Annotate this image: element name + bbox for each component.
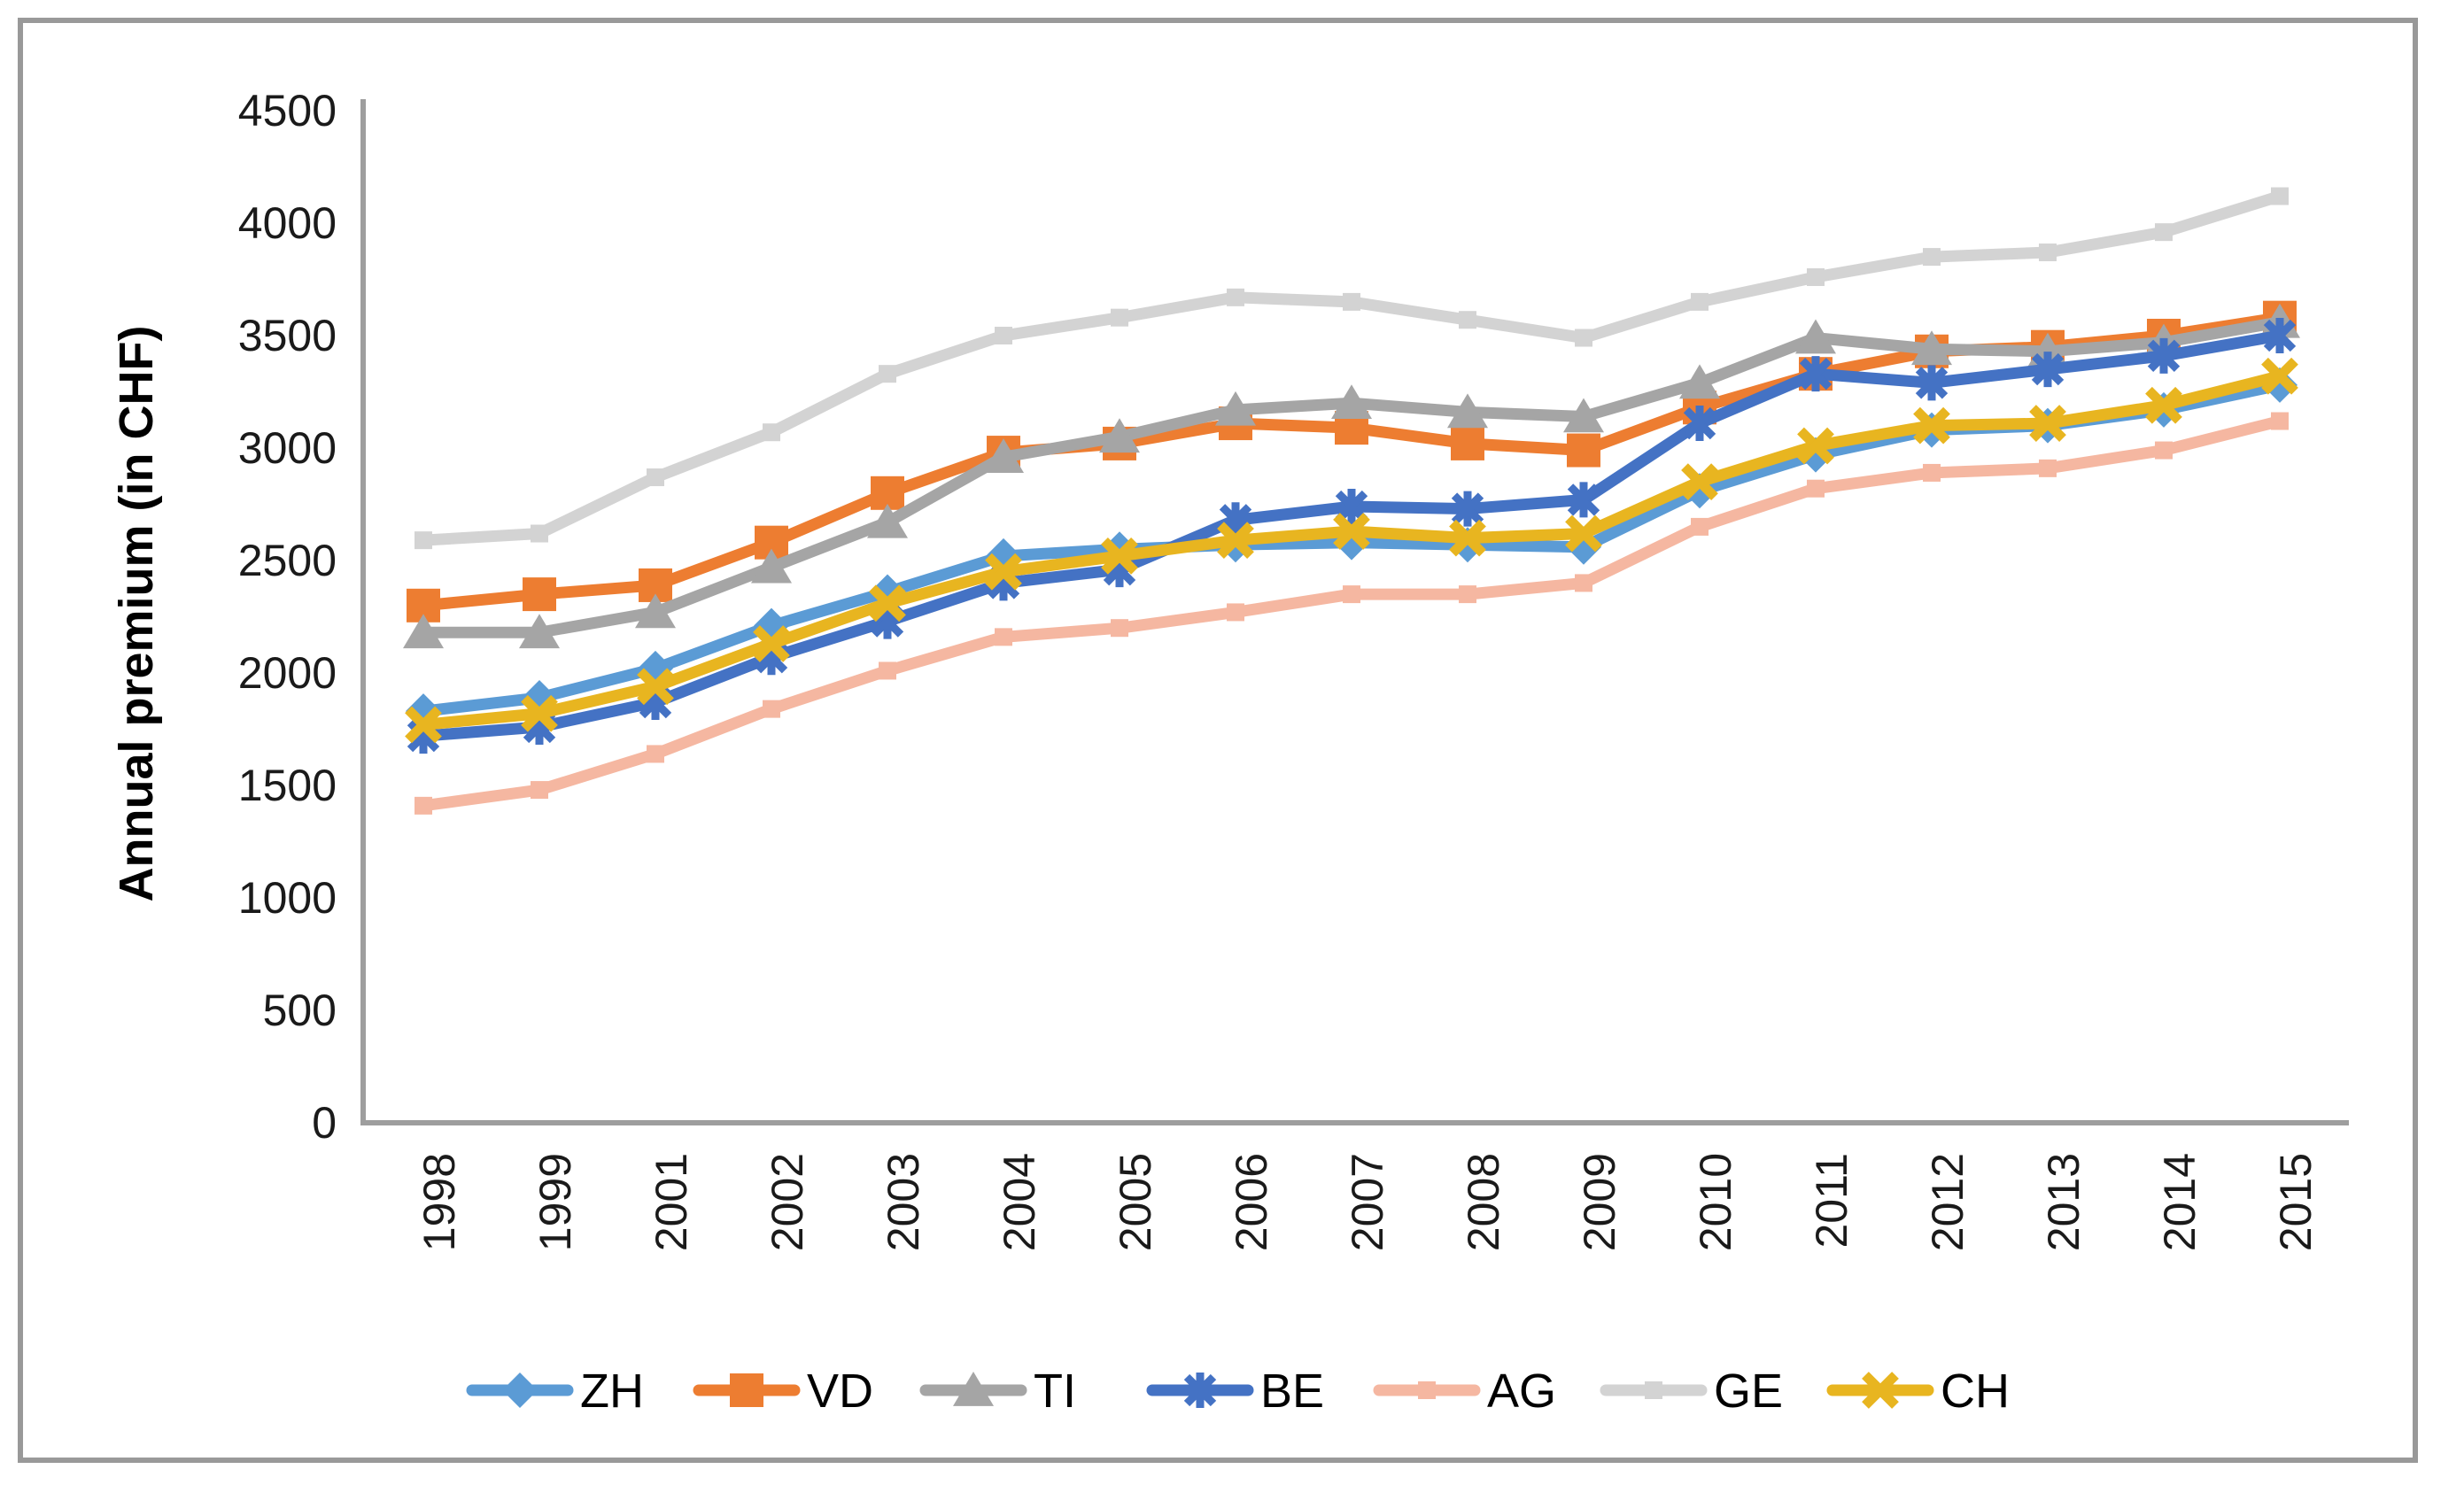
x-tick-label: 2008 xyxy=(1459,1153,1508,1251)
legend-label-GE: GE xyxy=(1714,1365,1783,1418)
legend-item-CH: CH xyxy=(1826,1365,2010,1418)
y-tick-label: 3500 xyxy=(238,311,337,360)
series-lines xyxy=(403,187,2300,815)
x-tick-label: 2009 xyxy=(1575,1153,1624,1251)
x-tick-label: 2013 xyxy=(2039,1153,2088,1251)
y-tick-label: 500 xyxy=(263,986,337,1035)
legend-marker-BE-icon xyxy=(1183,1373,1217,1408)
x-tick-label: 2012 xyxy=(1923,1153,1972,1251)
legend-item-BE: BE xyxy=(1146,1365,1324,1418)
x-tick-label: 2003 xyxy=(879,1153,928,1251)
x-tick-label: 1999 xyxy=(531,1153,580,1251)
y-tick-label: 3000 xyxy=(238,423,337,473)
x-tick-label: 2011 xyxy=(1807,1153,1856,1249)
legend-item-GE: GE xyxy=(1600,1365,1783,1418)
x-axis-tick-labels: 1998 1999 2001 2002 2003 2004 2005 2006 2007 2008… xyxy=(415,1153,2321,1251)
y-tick-label: 4500 xyxy=(238,86,337,135)
axes xyxy=(360,99,2349,1125)
legend-marker-AG-icon xyxy=(1418,1381,1436,1399)
y-tick-label: 2000 xyxy=(238,648,337,698)
x-tick-label: 2005 xyxy=(1111,1153,1160,1251)
series-line-AG xyxy=(417,415,2286,812)
legend-marker-GE-icon xyxy=(1645,1381,1662,1399)
legend-marker-TI-icon xyxy=(953,1372,994,1406)
legend-marker-ZH-icon xyxy=(502,1373,538,1408)
y-axis-title: Annual premium (in CHF) xyxy=(110,326,163,902)
x-tick-label: 2006 xyxy=(1227,1153,1276,1251)
x-tick-label: 2014 xyxy=(2155,1153,2204,1251)
legend-label-BE: BE xyxy=(1260,1365,1324,1418)
legend-marker-CH-icon xyxy=(1862,1372,1899,1409)
legend-item-AG: AG xyxy=(1373,1365,1556,1418)
x-tick-label: 2015 xyxy=(2271,1153,2321,1251)
y-tick-label: 2500 xyxy=(238,536,337,585)
y-tick-label: 4000 xyxy=(238,198,337,248)
y-tick-label: 0 xyxy=(312,1098,337,1148)
x-tick-label: 2002 xyxy=(763,1153,812,1251)
x-tick-label: 2004 xyxy=(995,1153,1044,1251)
legend-label-AG: AG xyxy=(1487,1365,1556,1418)
series-BE xyxy=(407,318,2297,754)
series-GE xyxy=(415,187,2289,550)
legend-item-TI: TI xyxy=(919,1365,1076,1418)
legend-item-ZH: ZH xyxy=(466,1365,644,1418)
x-tick-label: 1998 xyxy=(415,1153,464,1251)
series-line-GE xyxy=(417,190,2286,546)
legend-label-ZH: ZH xyxy=(580,1365,644,1418)
legend-label-TI: TI xyxy=(1034,1365,1076,1418)
y-tick-label: 1500 xyxy=(238,761,337,810)
legend-marker-VD-icon xyxy=(730,1373,763,1407)
legend-label-CH: CH xyxy=(1941,1365,2010,1418)
legend-item-VD: VD xyxy=(693,1365,873,1418)
legend-label-VD: VD xyxy=(807,1365,873,1418)
series-AG xyxy=(415,412,2289,815)
y-tick-label: 1000 xyxy=(238,873,337,923)
legend: ZH VD TI BE AG GE CH xyxy=(466,1365,2010,1418)
y-axis-tick-labels: 0 500 1000 1500 2000 2500 3000 3500 4000 4500 xyxy=(238,86,337,1148)
x-tick-label: 2007 xyxy=(1343,1153,1392,1251)
x-tick-label: 2010 xyxy=(1691,1153,1740,1251)
x-tick-label: 2001 xyxy=(647,1153,696,1251)
series-CH xyxy=(405,357,2298,744)
